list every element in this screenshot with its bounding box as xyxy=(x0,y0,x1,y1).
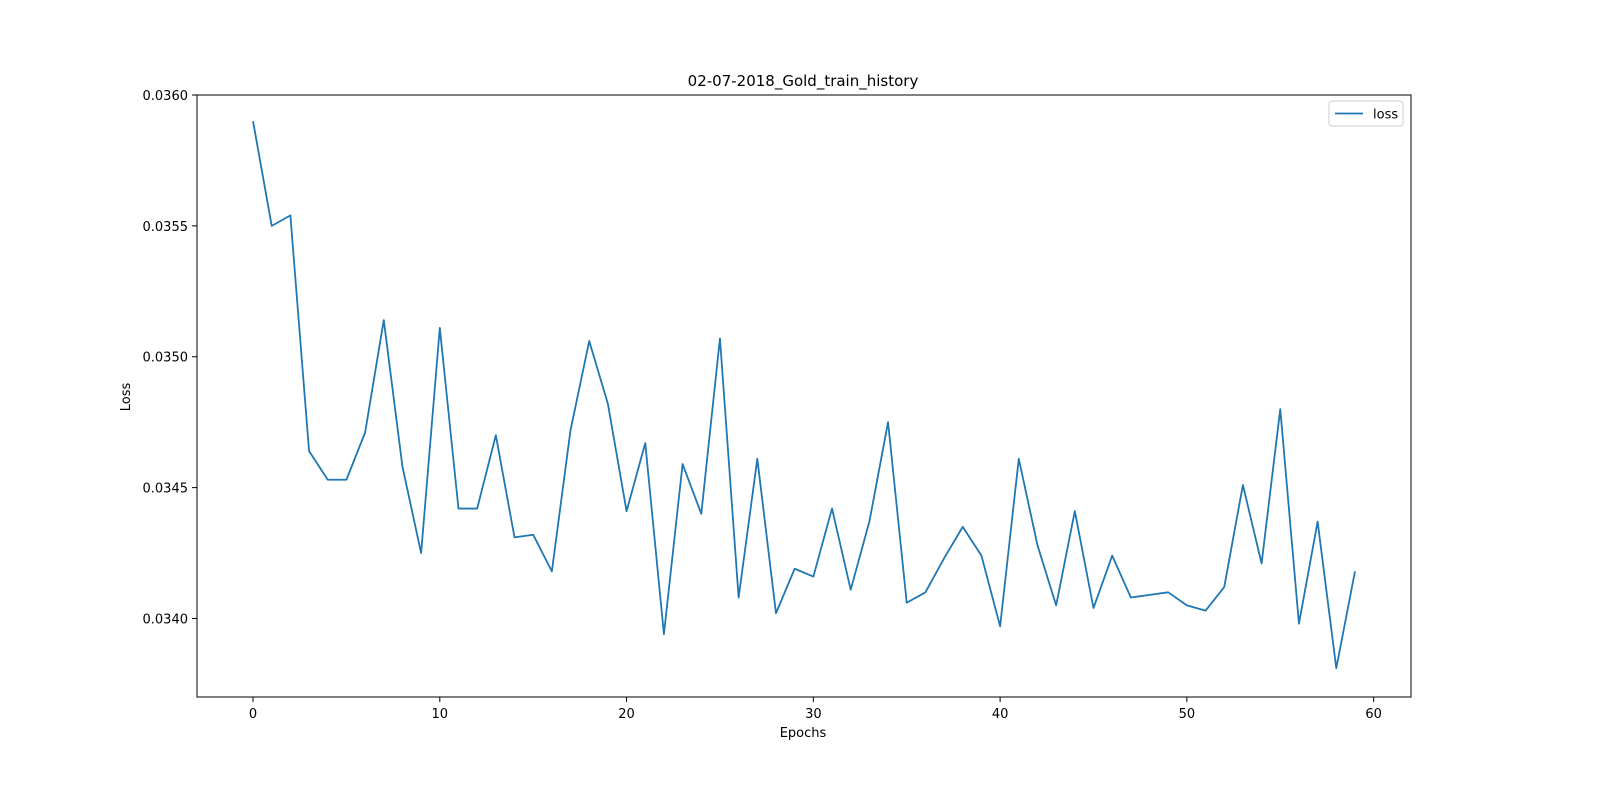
x-tick-label: 60 xyxy=(1365,707,1382,722)
axes: 0 10 20 30 40 50 60 0.0340 0.0345 0.0350 0.0355 0.0… xyxy=(143,89,1412,722)
y-tick-label: 0.0345 xyxy=(143,482,189,497)
legend: loss xyxy=(1328,100,1404,127)
y-axis-label: Loss xyxy=(119,383,134,412)
x-tick-label: 20 xyxy=(618,707,635,722)
legend-box xyxy=(1328,100,1404,127)
plot-frame xyxy=(196,94,1412,698)
y-tick-label: 0.0360 xyxy=(143,89,189,104)
x-tick-label: 10 xyxy=(432,707,449,722)
plot-area xyxy=(252,121,1356,670)
y-tick-label: 0.0355 xyxy=(143,220,189,235)
y-tick-label: 0.0340 xyxy=(143,612,189,627)
y-tick-label: 0.0350 xyxy=(143,351,189,366)
x-axis-label: Epochs xyxy=(780,726,827,741)
legend-label: loss xyxy=(1373,108,1398,123)
x-tick-label: 30 xyxy=(805,707,822,722)
chart-title: 02-07-2018_Gold_train_history xyxy=(688,72,919,91)
x-tick-label: 0 xyxy=(249,707,257,722)
x-tick-label: 40 xyxy=(992,707,1009,722)
series-line-loss xyxy=(252,121,1356,670)
x-tick-label: 50 xyxy=(1179,707,1196,722)
